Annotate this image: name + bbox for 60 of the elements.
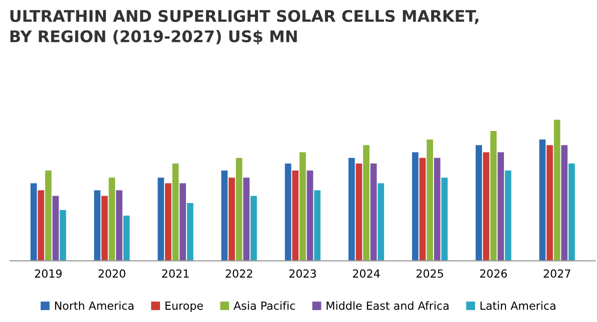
bar: [314, 190, 320, 261]
bar: [45, 170, 52, 261]
bar: [284, 163, 292, 261]
bar: [441, 178, 448, 261]
bar: [172, 163, 179, 261]
bar: [300, 152, 306, 261]
bar: [434, 158, 440, 261]
bar: [356, 163, 362, 261]
bar: [186, 202, 194, 261]
bar: [38, 190, 44, 261]
x-tick-label: 2020: [98, 269, 126, 278]
legend-label: Latin America: [480, 301, 556, 310]
x-tick-label: 2019: [34, 269, 62, 278]
bar: [165, 183, 172, 261]
bar: [116, 190, 122, 261]
x-tick-label: 2026: [480, 269, 507, 278]
bar: [108, 178, 116, 261]
x-tick-label: 2027: [544, 269, 570, 278]
bar: [348, 158, 355, 261]
bar: [158, 178, 164, 261]
x-tick-label: 2023: [289, 269, 316, 278]
legend-label: Europe: [166, 302, 203, 312]
bar: [236, 158, 242, 261]
bar: [490, 131, 497, 261]
x-tick-label: 2021: [162, 269, 189, 278]
chart-title: ULTRATHIN AND SUPERLIGHT SOLAR CELLS MARKET, BY REGION (2019-2027) US$ MN: [10, 10, 478, 44]
bar: [370, 163, 377, 261]
bar: [180, 183, 186, 261]
legend-label: North America: [55, 301, 134, 310]
bar: [378, 183, 384, 261]
bar: [94, 190, 100, 261]
bar: [228, 178, 235, 261]
bar: [568, 163, 575, 261]
bar: [363, 145, 370, 261]
bar: [250, 196, 257, 261]
bar: [412, 152, 418, 261]
bar: [243, 178, 250, 261]
x-tick-label: 2024: [352, 269, 380, 278]
bar: [539, 140, 546, 261]
bar: [482, 152, 490, 261]
bar: [101, 196, 108, 261]
x-tick-label: 2022: [226, 269, 252, 278]
bar: [476, 145, 482, 261]
bar: [504, 170, 512, 261]
bar: [30, 183, 37, 261]
legend-label: Middle East and Africa: [326, 301, 448, 310]
bar: [546, 145, 553, 261]
bar: [60, 210, 66, 261]
bar: [419, 158, 426, 261]
bar: [426, 140, 434, 261]
bar: [52, 196, 59, 261]
legend-label: Asia Pacific: [234, 301, 295, 310]
bar: [306, 170, 314, 261]
bar: [554, 120, 560, 261]
bar: [561, 145, 568, 261]
bar: [123, 216, 130, 261]
bar: [292, 170, 299, 261]
bar: [498, 152, 504, 261]
x-tick-label: 2025: [416, 269, 444, 278]
bar: [221, 170, 228, 261]
